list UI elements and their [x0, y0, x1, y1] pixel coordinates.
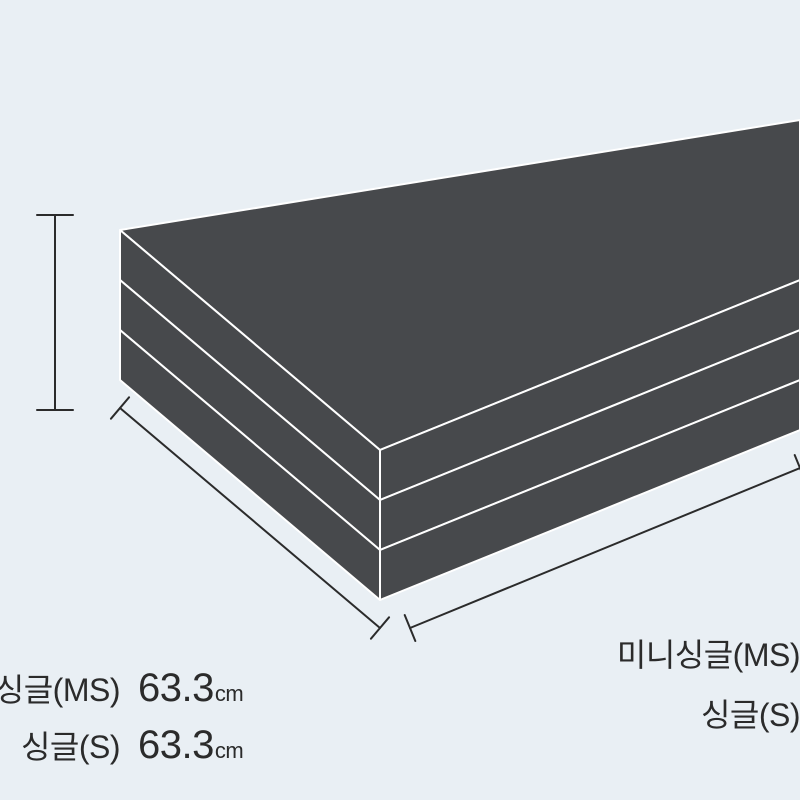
measurement-value: 63.3cm	[138, 666, 243, 711]
measurement-name: 싱글(S)	[21, 722, 120, 768]
measurement-row-s: 싱글(S) 63.3cm	[21, 722, 243, 768]
measurement-value: 63.3cm	[138, 723, 243, 768]
right-label-ms: 미니싱글(MS)	[617, 630, 800, 676]
measurement-name: 싱글(MS)	[0, 665, 120, 711]
measurement-row-ms: 싱글(MS) 63.3cm	[0, 665, 243, 711]
right-label-s: 싱글(S)	[701, 690, 800, 736]
